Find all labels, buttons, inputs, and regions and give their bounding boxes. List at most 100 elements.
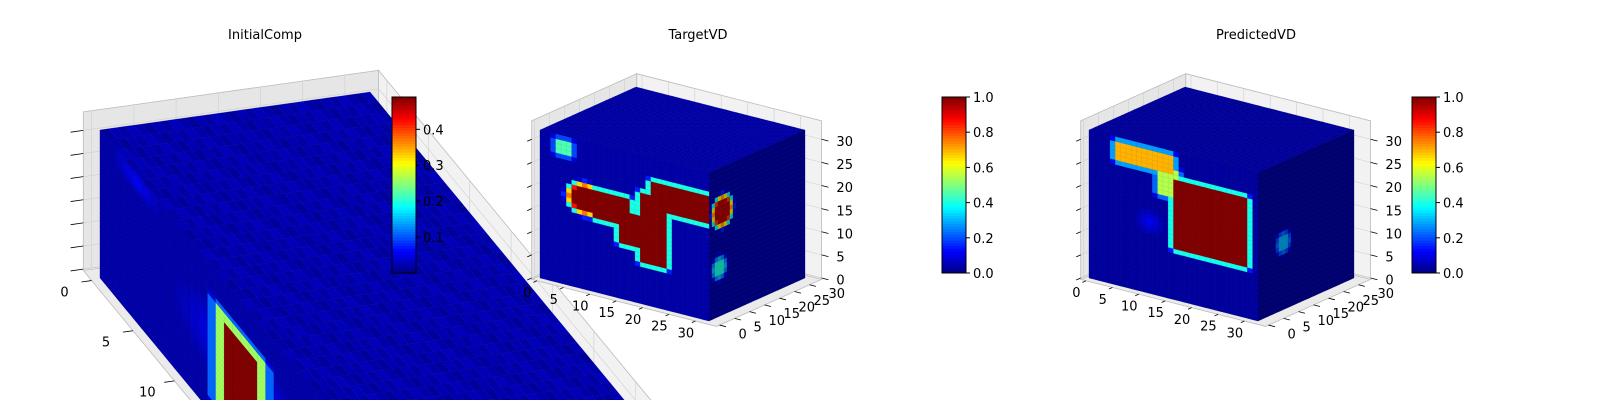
x-tick (1082, 281, 1086, 283)
x-tick-label: 5 (1099, 293, 1107, 308)
colorbar-tick-label: 0.4 (423, 123, 444, 138)
z-tick-label: 25 (836, 158, 853, 173)
y-tick (1344, 291, 1350, 293)
z-minor-tick (71, 223, 84, 225)
colorbar: 0.00.20.40.60.81.0 (1412, 91, 1464, 282)
y-tick (750, 312, 756, 314)
subplot-predictedvd: PredictedVD 0 5 10 15 20 25 30 0 5 10152025300510… (1072, 28, 1463, 342)
z-minor-tick (71, 246, 84, 248)
colorbar-tick-label: 0.1 (423, 231, 444, 246)
x-tick-label: 0 (60, 285, 68, 300)
x-tick-label: 0 (1072, 286, 1080, 301)
x-tick (1109, 287, 1113, 289)
x-tick-label: 15 (598, 306, 615, 321)
x-tick-label: 20 (1174, 313, 1191, 328)
x-tick (1241, 321, 1245, 323)
y-tick-label: 0 (1287, 327, 1295, 342)
z-tick (822, 255, 829, 257)
colorbar-tick-label: 1.0 (973, 91, 994, 106)
x-tick (639, 308, 643, 310)
x-tick-label: 25 (1200, 320, 1217, 335)
x-tick-label: 10 (572, 299, 589, 314)
voxel-cube (540, 87, 805, 321)
colorbar-tick-label: 0.4 (973, 197, 994, 212)
y-tick (810, 285, 816, 287)
subplot-title: PredictedVD (1216, 28, 1296, 43)
subplot-title: TargetVD (667, 28, 727, 43)
x-tick (586, 294, 590, 296)
z-tick-label: 5 (836, 251, 844, 266)
z-tick (1371, 186, 1378, 188)
y-tick (1329, 298, 1335, 300)
x-tick-label: 30 (1227, 326, 1244, 341)
z-tick-label: 10 (1385, 227, 1402, 242)
colorbar-tick-label: 0.2 (973, 232, 994, 247)
z-minor-tick (71, 177, 84, 179)
x-tick-label: 20 (625, 313, 642, 328)
y-tick-label: 5 (1302, 321, 1310, 336)
colorbar-tick-label: 0.6 (973, 161, 994, 176)
colorbar-tick-label: 0.8 (1443, 126, 1464, 141)
x-tick-label: 25 (651, 320, 668, 335)
y-tick (795, 291, 801, 293)
colorbar-tick-label: 0.3 (423, 159, 444, 174)
x-tick-label: 5 (102, 336, 110, 351)
z-tick (822, 232, 829, 234)
x-tick (123, 331, 133, 332)
z-tick (822, 209, 829, 211)
z-minor-tick (527, 186, 532, 188)
y-tick (1314, 305, 1320, 307)
y-tick (1359, 285, 1365, 287)
z-tick-label: 20 (836, 181, 853, 196)
z-tick-label: 15 (1385, 204, 1402, 219)
z-minor-tick (71, 154, 84, 156)
z-tick-label: 30 (836, 135, 853, 150)
y-tick (1284, 318, 1290, 320)
colorbar-tick-label: 0.0 (973, 267, 994, 282)
x-tick (613, 301, 617, 303)
z-minor-tick (1076, 278, 1081, 280)
z-tick-label: 0 (836, 274, 844, 289)
x-tick-label: 30 (678, 326, 695, 341)
z-tick-label: 15 (836, 204, 853, 219)
x-tick-label: 0 (523, 286, 531, 301)
z-minor-tick (71, 200, 84, 202)
x-tick (164, 381, 174, 382)
y-tick (1269, 325, 1275, 327)
z-tick (1371, 209, 1378, 211)
z-tick (1371, 255, 1378, 257)
y-tick-label: 30 (1377, 287, 1394, 302)
x-tick (665, 314, 669, 316)
colorbar-tick-label: 0.6 (1443, 161, 1464, 176)
y-tick (735, 318, 741, 320)
z-minor-tick (527, 162, 532, 164)
colorbar-tick-label: 0.4 (1443, 197, 1464, 212)
x-tick-label: 5 (550, 293, 558, 308)
y-tick-label: 5 (753, 321, 761, 336)
x-tick (1188, 308, 1192, 310)
z-tick (822, 162, 829, 164)
z-tick-label: 20 (1385, 181, 1402, 196)
z-tick (1371, 278, 1378, 280)
z-tick (1371, 162, 1378, 164)
z-tick-label: 30 (1385, 135, 1402, 150)
x-tick (692, 321, 696, 323)
colorbar-tick-label: 0.8 (973, 126, 994, 141)
z-tick (822, 139, 829, 141)
subplot-targetvd: TargetVD 0 5 10 15 20 25 30 0 5 10152025300510152… (523, 28, 993, 342)
y-tick (780, 298, 786, 300)
voxel-plot: 0 5 10 15 20 25 30 0 5 1015202530051015202530 (1072, 74, 1402, 343)
z-tick-label: 0 (1385, 274, 1393, 289)
z-minor-tick (1076, 139, 1081, 141)
subplot-title: InitialComp (228, 28, 302, 43)
x-tick (81, 281, 91, 282)
z-tick (1371, 232, 1378, 234)
z-minor-tick (527, 139, 532, 141)
y-tick (765, 305, 771, 307)
colorbar-tick-label: 0.2 (423, 195, 444, 210)
colorbar: 0.0 0.2 0.4 0.6 0.8 1.0 (942, 91, 994, 282)
z-tick (822, 186, 829, 188)
x-tick (1214, 314, 1218, 316)
z-minor-tick (71, 269, 84, 271)
